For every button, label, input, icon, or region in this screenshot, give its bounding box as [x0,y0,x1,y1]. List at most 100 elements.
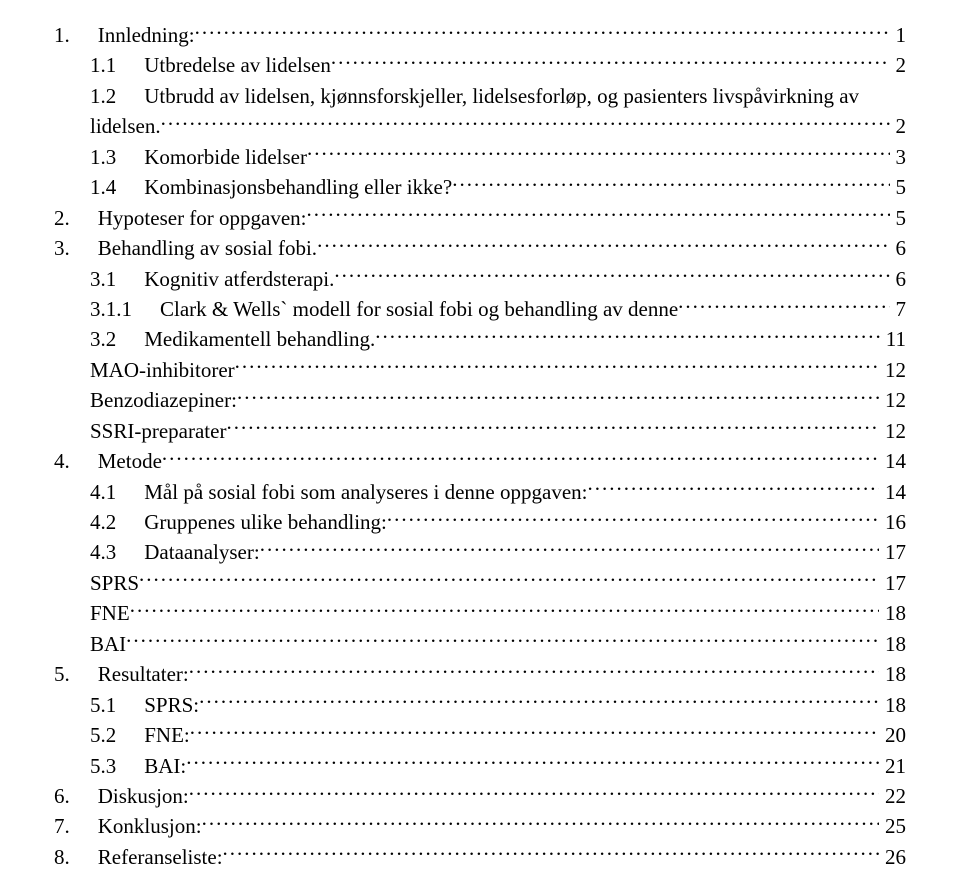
toc-leader [223,843,879,864]
toc-entry-page: 2 [890,50,907,80]
toc-entry-page: 14 [879,477,906,507]
toc-entry-label: Resultater: [98,659,189,689]
toc-leader [317,234,889,255]
toc-entry-page: 18 [879,690,906,720]
toc-entry-label: Mål på sosial fobi som analyseres i denn… [144,477,587,507]
toc-leader [139,569,879,590]
toc-entry-number: 8. [54,842,70,872]
toc-leader [307,204,890,225]
toc-row: 3.1.1 Clark & Wells` modell for sosial fo… [54,294,906,324]
toc-entry-page: 17 [879,537,906,567]
toc-entry-label: SSRI-preparater [90,416,226,446]
toc-entry-page: 18 [879,659,906,689]
toc-leader [237,386,879,407]
toc-entry-page: 12 [879,355,906,385]
toc-entry-number: 4.2 [90,507,116,537]
toc-leader [331,51,890,72]
toc-entry-page: 1 [890,20,907,50]
toc-entry-label: Referanseliste: [98,842,223,872]
toc-entry-page: 6 [890,264,907,294]
toc-entry-label: Gruppenes ulike behandling: [144,507,387,537]
toc-entry-number: 1.2 [90,81,116,111]
toc-entry-number: 3.2 [90,324,116,354]
toc-entry-page: 12 [879,385,906,415]
toc-entry-page: 5 [890,203,907,233]
toc-leader [161,112,890,133]
toc-row: 1.2 Utbrudd av lidelsen, kjønnsforskjelle… [54,81,906,111]
toc-row: 4.1Mål på sosial fobi som analyseres i d… [54,477,906,507]
toc-leader [226,417,879,438]
toc-entry-page: 14 [879,446,906,476]
toc-entry-label: BAI: [144,751,186,781]
toc-entry-label: FNE [90,598,130,628]
toc-row: SPRS 17 [54,568,906,598]
toc-entry-label: Innledning: [98,20,195,50]
toc-row: 5.2FNE: 20 [54,720,906,750]
toc-row: lidelsen. 2 [54,111,906,141]
toc-leader [452,173,889,194]
toc-row: 2. Hypoteser for oppgaven: 5 [54,203,906,233]
toc-leader [195,21,890,42]
toc-leader [199,691,879,712]
toc-entry-label: Clark & Wells` modell for sosial fobi og… [160,294,678,324]
toc-entry-number: 1. [54,20,70,50]
toc-leader [260,538,879,559]
toc-row: BAI 18 [54,629,906,659]
toc-entry-label: Komorbide lidelser [144,142,307,172]
toc-leader [130,599,879,620]
toc-row: 4.2Gruppenes ulike behandling: 16 [54,507,906,537]
toc-leader [307,143,890,164]
toc-entry-number: 1.3 [90,142,116,172]
toc-entry-label: SPRS [90,568,139,598]
toc-entry-page: 2 [890,111,907,141]
toc-leader [334,265,889,286]
toc-row: 1.1Utbredelse av lidelsen 2 [54,50,906,80]
toc-entry-label: Utbredelse av lidelsen [144,50,331,80]
toc-entry-page: 25 [879,811,906,841]
toc-entry-number: 6. [54,781,70,811]
toc-entry-page: 26 [879,842,906,872]
toc-leader [202,812,879,833]
toc-entry-page: 6 [890,233,907,263]
toc-entry-page: 17 [879,568,906,598]
toc-row: 3.1Kognitiv atferdsterapi. 6 [54,264,906,294]
toc-row: 1.3 Komorbide lidelser 3 [54,142,906,172]
toc-row: 6.Diskusjon: 22 [54,781,906,811]
toc-entry-label: Hypoteser for oppgaven: [98,203,307,233]
toc-leader [587,478,879,499]
toc-row: SSRI-preparater 12 [54,416,906,446]
toc-leader [678,295,889,316]
toc-entry-number: 4.3 [90,537,116,567]
toc-entry-label: Utbrudd av lidelsen, kjønnsforskjeller, … [144,81,859,111]
toc-row: 3.Behandling av sosial fobi. 6 [54,233,906,263]
toc-entry-label: FNE: [144,720,190,750]
toc-row: FNE 18 [54,598,906,628]
toc-entry-label: BAI [90,629,126,659]
toc-row: 7.Konklusjon: 25 [54,811,906,841]
toc-row: MAO-inhibitorer 12 [54,355,906,385]
toc-entry-label: Dataanalyser: [144,537,259,567]
toc-leader [190,721,879,742]
toc-entry-number: 4. [54,446,70,476]
toc-entry-label: Metode [98,446,162,476]
toc-entry-number: 7. [54,811,70,841]
toc-entry-label: MAO-inhibitorer [90,355,235,385]
toc-entry-number: 3.1 [90,264,116,294]
toc-leader [375,325,880,346]
toc-leader [189,782,879,803]
toc-leader [186,752,879,773]
toc-entry-label: Kombinasjonsbehandling eller ikke? [144,172,452,202]
toc-row: 5.1SPRS: 18 [54,690,906,720]
toc-row: 4.3 Dataanalyser: 17 [54,537,906,567]
toc-entry-number: 5.3 [90,751,116,781]
toc-row: 1.4Kombinasjonsbehandling eller ikke? 5 [54,172,906,202]
toc-entry-page: 5 [890,172,907,202]
toc-entry-page: 3 [890,142,907,172]
toc-entry-label: SPRS: [144,690,199,720]
toc-row: 5.Resultater: 18 [54,659,906,689]
toc-entry-number: 2. [54,203,70,233]
toc-entry-number: 3.1.1 [90,294,132,324]
toc-leader [126,630,879,651]
toc-leader [387,508,879,529]
toc-entry-label: Medikamentell behandling. [144,324,375,354]
